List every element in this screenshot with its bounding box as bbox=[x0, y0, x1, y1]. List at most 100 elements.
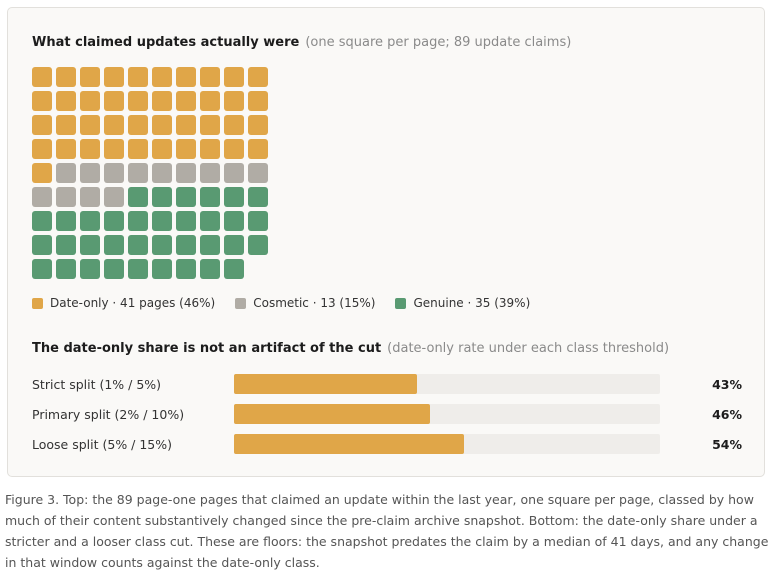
waffle-square-genuine bbox=[56, 235, 76, 255]
waffle-chart-title: What claimed updates actually were bbox=[32, 35, 300, 50]
waffle-square-cosmetic bbox=[104, 187, 124, 207]
waffle-square-genuine bbox=[200, 259, 220, 279]
waffle-square-date-only bbox=[248, 115, 268, 135]
waffle-square-date-only bbox=[104, 67, 124, 87]
waffle-square-date-only bbox=[224, 139, 244, 159]
waffle-square-date-only bbox=[104, 115, 124, 135]
waffle-square-genuine bbox=[104, 211, 124, 231]
waffle-square-date-only bbox=[152, 91, 172, 111]
bar-track-primary bbox=[234, 404, 660, 424]
bar-value-strict: 43% bbox=[712, 377, 742, 392]
bar-value-loose: 54% bbox=[712, 437, 742, 452]
bar-strict bbox=[234, 374, 418, 394]
waffle-square-date-only bbox=[152, 115, 172, 135]
bar-row-primary: Primary split (2% / 10%) 46% bbox=[32, 404, 742, 426]
waffle-square-date-only bbox=[80, 139, 100, 159]
waffle-square-cosmetic bbox=[248, 163, 268, 183]
waffle-square-genuine bbox=[56, 211, 76, 231]
waffle-square-genuine bbox=[200, 187, 220, 207]
waffle-square-cosmetic bbox=[200, 163, 220, 183]
waffle-square-date-only bbox=[32, 91, 52, 111]
waffle-square-date-only bbox=[80, 115, 100, 135]
waffle-chart bbox=[32, 67, 272, 283]
waffle-square-genuine bbox=[152, 259, 172, 279]
waffle-square-date-only bbox=[32, 67, 52, 87]
waffle-square-date-only bbox=[32, 139, 52, 159]
waffle-square-genuine bbox=[104, 259, 124, 279]
legend-label-cosmetic: Cosmetic · 13 (15%) bbox=[253, 296, 376, 310]
waffle-square-date-only bbox=[200, 91, 220, 111]
waffle-square-genuine bbox=[152, 235, 172, 255]
waffle-square-genuine bbox=[176, 187, 196, 207]
legend-label-genuine: Genuine · 35 (39%) bbox=[413, 296, 531, 310]
bar-label-strict: Strict split (1% / 5%) bbox=[32, 377, 162, 392]
waffle-square-date-only bbox=[224, 115, 244, 135]
waffle-square-genuine bbox=[128, 187, 148, 207]
waffle-square-cosmetic bbox=[56, 163, 76, 183]
waffle-square-genuine bbox=[80, 235, 100, 255]
waffle-square-genuine bbox=[200, 211, 220, 231]
waffle-square-date-only bbox=[56, 91, 76, 111]
legend-item-cosmetic: Cosmetic · 13 (15%) bbox=[235, 296, 375, 310]
waffle-square-cosmetic bbox=[104, 163, 124, 183]
waffle-square-genuine bbox=[224, 235, 244, 255]
waffle-square-genuine bbox=[152, 211, 172, 231]
waffle-square-cosmetic bbox=[80, 163, 100, 183]
waffle-square-date-only bbox=[152, 139, 172, 159]
waffle-square-genuine bbox=[152, 187, 172, 207]
waffle-square-date-only bbox=[56, 67, 76, 87]
waffle-square-date-only bbox=[128, 67, 148, 87]
waffle-square-date-only bbox=[128, 139, 148, 159]
waffle-square-date-only bbox=[176, 67, 196, 87]
waffle-square-genuine bbox=[32, 235, 52, 255]
waffle-square-date-only bbox=[176, 139, 196, 159]
waffle-chart-subtitle: (one square per page; 89 update claims) bbox=[305, 35, 572, 50]
waffle-square-genuine bbox=[80, 259, 100, 279]
waffle-square-genuine bbox=[176, 259, 196, 279]
waffle-square-date-only bbox=[200, 115, 220, 135]
bar-chart-title: The date-only share is not an artifact o… bbox=[32, 341, 382, 356]
waffle-square-date-only bbox=[248, 67, 268, 87]
waffle-square-date-only bbox=[152, 67, 172, 87]
bar-track-loose bbox=[234, 434, 660, 454]
waffle-square-cosmetic bbox=[80, 187, 100, 207]
waffle-square-genuine bbox=[224, 211, 244, 231]
waffle-square-date-only bbox=[56, 115, 76, 135]
waffle-square-genuine bbox=[80, 211, 100, 231]
waffle-square-date-only bbox=[128, 91, 148, 111]
waffle-square-genuine bbox=[176, 235, 196, 255]
bar-loose bbox=[234, 434, 465, 454]
waffle-square-date-only bbox=[104, 91, 124, 111]
legend-item-genuine: Genuine · 35 (39%) bbox=[395, 296, 530, 310]
bar-primary bbox=[234, 404, 430, 424]
waffle-square-cosmetic bbox=[128, 163, 148, 183]
waffle-square-cosmetic bbox=[152, 163, 172, 183]
waffle-square-cosmetic bbox=[56, 187, 76, 207]
waffle-square-date-only bbox=[176, 91, 196, 111]
waffle-square-date-only bbox=[224, 67, 244, 87]
waffle-square-date-only bbox=[80, 91, 100, 111]
legend-label-date-only: Date-only · 41 pages (46%) bbox=[50, 296, 216, 310]
waffle-square-genuine bbox=[176, 211, 196, 231]
waffle-square-genuine bbox=[32, 211, 52, 231]
legend-item-date-only: Date-only · 41 pages (46%) bbox=[32, 296, 215, 310]
bar-track-strict bbox=[234, 374, 660, 394]
waffle-square-genuine bbox=[224, 259, 244, 279]
bar-label-loose: Loose split (5% / 15%) bbox=[32, 437, 173, 452]
waffle-square-date-only bbox=[32, 163, 52, 183]
waffle-square-genuine bbox=[104, 235, 124, 255]
waffle-square-genuine bbox=[128, 259, 148, 279]
waffle-square-genuine bbox=[248, 235, 268, 255]
waffle-square-date-only bbox=[176, 115, 196, 135]
waffle-legend: Date-only · 41 pages (46%) Cosmetic · 13… bbox=[32, 296, 550, 310]
waffle-square-genuine bbox=[248, 187, 268, 207]
bar-value-primary: 46% bbox=[712, 407, 742, 422]
waffle-square-cosmetic bbox=[176, 163, 196, 183]
waffle-square-date-only bbox=[224, 91, 244, 111]
waffle-square-date-only bbox=[56, 139, 76, 159]
legend-swatch-genuine bbox=[395, 297, 407, 309]
waffle-square-genuine bbox=[128, 211, 148, 231]
waffle-square-cosmetic bbox=[224, 163, 244, 183]
waffle-square-cosmetic bbox=[32, 187, 52, 207]
waffle-square-date-only bbox=[80, 67, 100, 87]
